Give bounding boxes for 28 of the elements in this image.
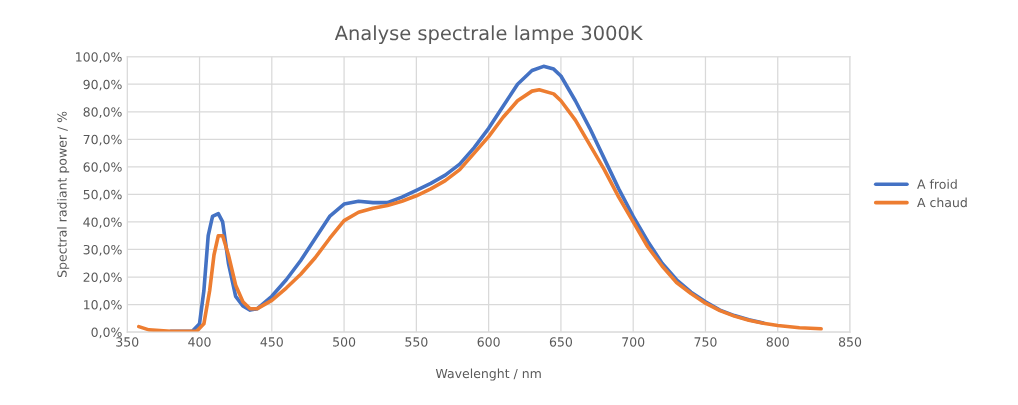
y-tick-label: 70,0% — [83, 134, 122, 146]
y-tick-label: 100,0% — [76, 52, 122, 63]
x-tick-label: 700 — [622, 337, 645, 347]
chart-title: Analyse spectrale lampe 3000K — [334, 25, 643, 45]
y-tick-label: 80,0% — [83, 107, 122, 118]
y-axis-title: Spectral radiant power / % — [57, 111, 70, 278]
x-axis-title: Wavelenght / nm — [435, 368, 541, 381]
x-tick-label: 600 — [477, 337, 500, 347]
x-tick-label: 650 — [549, 337, 573, 347]
x-tick-label: 500 — [333, 337, 356, 347]
x-tick-label: 750 — [694, 337, 717, 347]
x-tick-label: 450 — [260, 337, 283, 347]
y-tick-label: 60,0% — [83, 162, 122, 174]
x-tick-label: 550 — [405, 337, 428, 347]
y-tick-label: 50,0% — [83, 189, 122, 201]
y-tick-label: 30,0% — [83, 244, 122, 256]
x-tick-label: 800 — [766, 337, 789, 347]
y-tick-label: 10,0% — [84, 300, 122, 311]
x-tick-label: 400 — [188, 337, 211, 347]
x-tick-label: 850 — [838, 337, 862, 347]
y-tick-label: 90,0% — [83, 79, 122, 91]
y-tick-label: 40,0% — [83, 217, 122, 229]
y-tick-label: 20,0% — [83, 272, 122, 284]
line-series — [137, 87, 823, 333]
x-tick-label: 350 — [116, 337, 139, 347]
legend-label: A froid — [917, 179, 957, 189]
y-tick-label: 0,0% — [91, 327, 122, 339]
legend-label: A chaud — [917, 197, 967, 208]
